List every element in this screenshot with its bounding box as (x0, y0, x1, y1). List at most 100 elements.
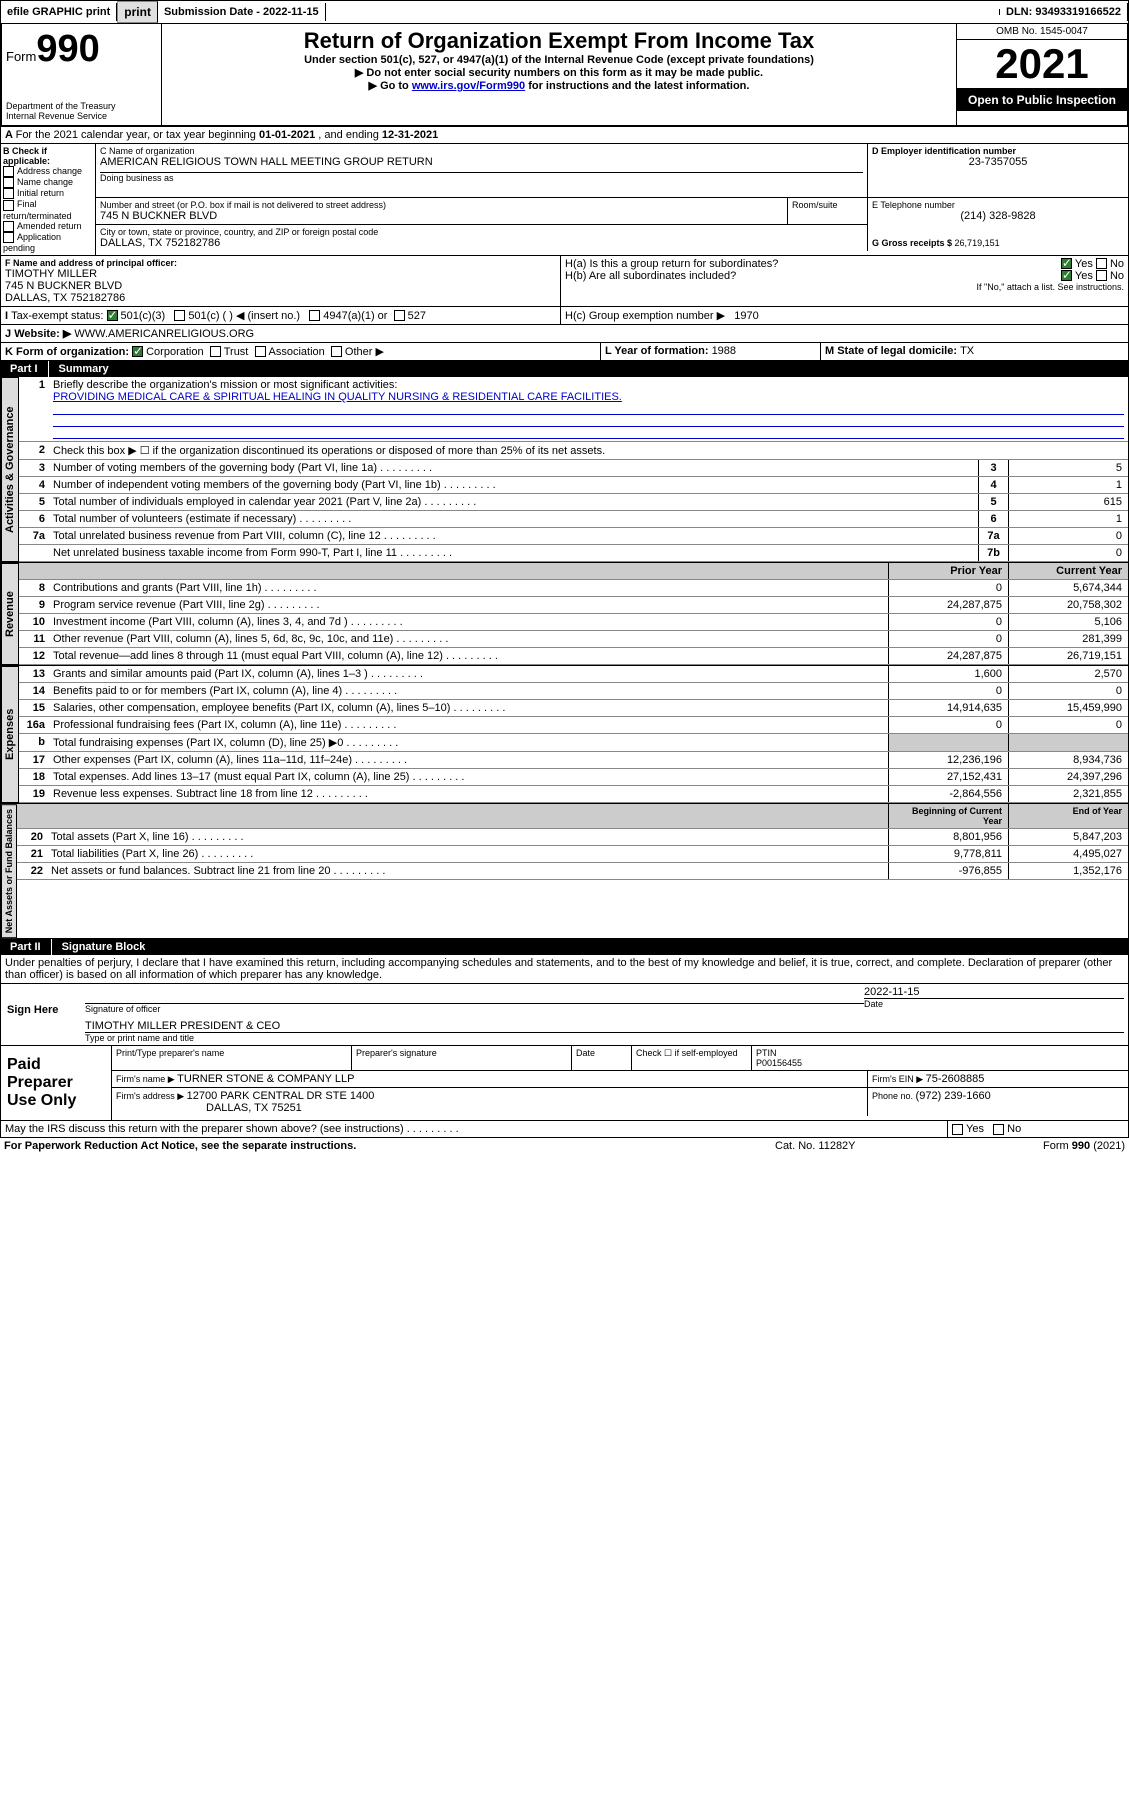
line-a: A For the 2021 calendar year, or tax yea… (0, 127, 1129, 144)
tax-year: 2021 (957, 40, 1127, 89)
ha-no-checkbox[interactable] (1096, 258, 1107, 269)
check-application-pending[interactable]: Application pending (3, 232, 93, 253)
sig-date: 2022-11-15 (864, 986, 1124, 999)
corp-checkbox[interactable] (132, 346, 143, 357)
declaration-text: Under penalties of perjury, I declare th… (0, 955, 1129, 984)
section-j: J Website: ▶ WWW.AMERICANRELIGIOUS.ORG (0, 325, 1129, 343)
efile-label: efile GRAPHIC print (1, 3, 117, 21)
dba-label: Doing business as (100, 173, 863, 183)
preparer-sig-col: Preparer's signature (352, 1046, 572, 1070)
check-name-change[interactable]: Name change (3, 177, 93, 188)
org-name-label: C Name of organization (100, 146, 863, 156)
website-value: WWW.AMERICANRELIGIOUS.ORG (74, 328, 254, 340)
summary-row-17: 17Other expenses (Part IX, column (A), l… (19, 752, 1128, 769)
firm-phone: (972) 239-1660 (916, 1090, 991, 1102)
part2-header: Part II Signature Block (0, 939, 1129, 955)
col-begin: Beginning of Current Year (888, 804, 1008, 828)
line2-text: Check this box ▶ ☐ if the organization d… (49, 442, 1128, 459)
col-end: End of Year (1008, 804, 1128, 828)
h-a-label: H(a) Is this a group return for subordin… (565, 258, 1061, 270)
summary-row-8: 8Contributions and grants (Part VIII, li… (19, 580, 1128, 597)
paperwork-notice: For Paperwork Reduction Act Notice, see … (4, 1140, 775, 1152)
summary-row-4: 4Number of independent voting members of… (19, 477, 1128, 494)
officer-name: TIMOTHY MILLER (5, 268, 556, 280)
dln: DLN: 93493319166522 (1000, 3, 1128, 21)
section-b-to-g: B Check if applicable: Address changeNam… (0, 144, 1129, 256)
discuss-yes-checkbox[interactable] (952, 1124, 963, 1135)
summary-row-5: 5Total number of individuals employed in… (19, 494, 1128, 511)
form-number: 990 (36, 28, 99, 70)
firm-addr2: DALLAS, TX 75251 (206, 1102, 302, 1114)
preparer-date-col: Date (572, 1046, 632, 1070)
state-domicile: TX (960, 345, 974, 357)
4947-checkbox[interactable] (309, 310, 320, 321)
tab-revenue: Revenue (1, 563, 19, 665)
form-word: Form (6, 49, 36, 64)
summary-row-19: 19Revenue less expenses. Subtract line 1… (19, 786, 1128, 803)
501c-checkbox[interactable] (174, 310, 185, 321)
name-title-label: Type or print name and title (85, 1033, 1124, 1043)
tab-net-assets: Net Assets or Fund Balances (1, 804, 17, 938)
tab-expenses: Expenses (1, 666, 19, 803)
discuss-no-checkbox[interactable] (993, 1124, 1004, 1135)
cat-number: Cat. No. 11282Y (775, 1140, 975, 1152)
527-checkbox[interactable] (394, 310, 405, 321)
subtitle-2: ▶ Do not enter social security numbers o… (166, 66, 952, 79)
tab-governance: Activities & Governance (1, 377, 19, 562)
assoc-checkbox[interactable] (255, 346, 266, 357)
year-formation: 1988 (712, 345, 736, 357)
discuss-label: May the IRS discuss this return with the… (5, 1123, 404, 1135)
form990-link[interactable]: www.irs.gov/Form990 (412, 80, 525, 92)
officer-addr1: 745 N BUCKNER BLVD (5, 280, 556, 292)
hc-value: 1970 (734, 310, 758, 322)
room-label: Room/suite (787, 198, 867, 224)
addr-label: Number and street (or P.O. box if mail i… (100, 200, 783, 210)
check-amended-return[interactable]: Amended return (3, 221, 93, 232)
summary-row-11: 11Other revenue (Part VIII, column (A), … (19, 631, 1128, 648)
summary-row-20: 20Total assets (Part X, line 16)8,801,95… (17, 829, 1128, 846)
h-b-note: If "No," attach a list. See instructions… (565, 282, 1124, 292)
irs-label: Internal Revenue Service (6, 111, 157, 121)
sig-date-label: Date (864, 999, 1124, 1009)
subtitle-1: Under section 501(c), 527, or 4947(a)(1)… (166, 54, 952, 66)
print-button[interactable]: print (117, 1, 158, 23)
check-final-return-terminated[interactable]: Final return/terminated (3, 199, 93, 220)
gross-label: G Gross receipts $ (872, 238, 955, 248)
col-current: Current Year (1008, 563, 1128, 579)
section-f-h: F Name and address of principal officer:… (0, 256, 1129, 307)
ein-value: 23-7357055 (872, 156, 1124, 168)
top-bar: efile GRAPHIC print print Submission Dat… (0, 0, 1129, 24)
summary-row-7a: 7aTotal unrelated business revenue from … (19, 528, 1128, 545)
officer-signed-name: TIMOTHY MILLER PRESIDENT & CEO (85, 1020, 1124, 1033)
city-value: DALLAS, TX 752182786 (100, 237, 863, 249)
other-checkbox[interactable] (331, 346, 342, 357)
city-label: City or town, state or province, country… (100, 227, 863, 237)
dept-label: Department of the Treasury (6, 101, 157, 111)
check-address-change[interactable]: Address change (3, 166, 93, 177)
mission-label: Briefly describe the organization's miss… (53, 379, 397, 391)
hb-yes-checkbox[interactable] (1061, 270, 1072, 281)
summary-row-12: 12Total revenue—add lines 8 through 11 (… (19, 648, 1128, 665)
form-title: Return of Organization Exempt From Incom… (166, 28, 952, 54)
hb-no-checkbox[interactable] (1096, 270, 1107, 281)
subtitle-3: ▶ Go to www.irs.gov/Form990 for instruct… (166, 79, 952, 92)
open-public-badge: Open to Public Inspection (957, 89, 1127, 111)
org-name: AMERICAN RELIGIOUS TOWN HALL MEETING GRO… (100, 156, 863, 168)
summary-row-16a: 16aProfessional fundraising fees (Part I… (19, 717, 1128, 734)
section-i: I Tax-exempt status: 501(c)(3) 501(c) ( … (0, 307, 1129, 325)
summary-row-18: 18Total expenses. Add lines 13–17 (must … (19, 769, 1128, 786)
check-initial-return[interactable]: Initial return (3, 188, 93, 199)
hc-label: H(c) Group exemption number ▶ (565, 310, 725, 322)
street-address: 745 N BUCKNER BLVD (100, 210, 783, 222)
paid-preparer-label: Paid Preparer Use Only (1, 1046, 111, 1120)
form-header: Form990 Department of the Treasury Inter… (0, 24, 1129, 127)
summary-row-15: 15Salaries, other compensation, employee… (19, 700, 1128, 717)
officer-label: F Name and address of principal officer: (5, 258, 556, 268)
section-b: B Check if applicable: Address changeNam… (1, 144, 96, 255)
501c3-checkbox[interactable] (107, 310, 118, 321)
part1-header: Part I Summary (0, 361, 1129, 377)
gross-value: 26,719,151 (955, 238, 1000, 248)
trust-checkbox[interactable] (210, 346, 221, 357)
summary-row-3: 3Number of voting members of the governi… (19, 460, 1128, 477)
h-b-label: H(b) Are all subordinates included? (565, 270, 1061, 282)
